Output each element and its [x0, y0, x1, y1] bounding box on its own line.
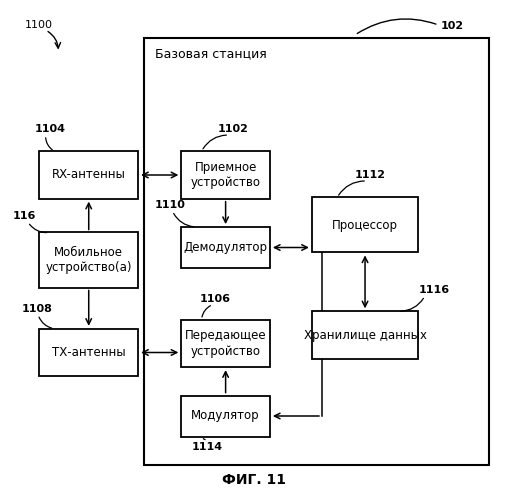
Text: Передающее
устройство: Передающее устройство [185, 330, 266, 357]
Text: 1114: 1114 [192, 442, 223, 452]
Text: 1108: 1108 [21, 304, 52, 314]
Bar [39, 151, 138, 198]
Bar [182, 227, 270, 268]
Text: 1100: 1100 [24, 20, 52, 30]
Text: 1110: 1110 [155, 200, 186, 210]
Text: RX-антенны: RX-антенны [52, 168, 126, 181]
Text: Процессор: Процессор [332, 218, 398, 232]
Bar [182, 396, 270, 436]
Bar [182, 320, 270, 367]
Bar [144, 38, 489, 465]
Text: 1106: 1106 [199, 294, 230, 304]
Text: Мобильное
устройство(а): Мобильное устройство(а) [46, 246, 132, 274]
Bar [182, 151, 270, 198]
Bar [39, 232, 138, 287]
Text: Базовая станция: Базовая станция [155, 48, 266, 60]
Text: Хранилище данных: Хранилище данных [304, 328, 426, 342]
Text: ФИГ. 11: ФИГ. 11 [222, 474, 285, 488]
Text: 1112: 1112 [355, 170, 386, 180]
Text: Приемное
устройство: Приемное устройство [191, 161, 261, 189]
Text: ТХ-антенны: ТХ-антенны [52, 346, 126, 359]
Bar [312, 311, 418, 358]
Bar [312, 198, 418, 252]
Text: 1102: 1102 [218, 124, 249, 134]
Text: 116: 116 [13, 211, 36, 221]
Text: 102: 102 [441, 21, 464, 31]
Text: 1104: 1104 [34, 124, 65, 134]
Text: Модулятор: Модулятор [191, 410, 260, 422]
Text: 1116: 1116 [418, 285, 449, 295]
Bar [39, 329, 138, 376]
Text: Демодулятор: Демодулятор [184, 241, 268, 254]
